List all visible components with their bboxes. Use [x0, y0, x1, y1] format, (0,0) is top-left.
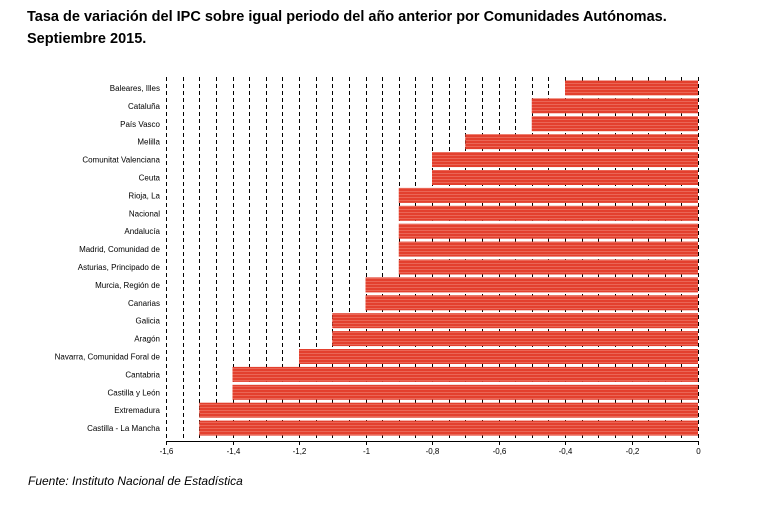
category-label: Nacional: [129, 209, 160, 218]
bar: [332, 331, 698, 347]
x-tick-label: -1: [363, 447, 371, 456]
bar: [432, 170, 698, 185]
bar: [398, 187, 698, 203]
source-note: Fuente: Instituto Nacional de Estadístic…: [28, 474, 243, 488]
category-label: Melilla: [137, 138, 160, 147]
category-label: Rioja, La: [128, 191, 160, 200]
bar: [232, 366, 698, 382]
bar: [299, 349, 698, 364]
category-label: Asturias, Principado de: [78, 263, 161, 272]
x-tick-label: -0,2: [626, 447, 640, 456]
category-label: Madrid, Comunidad de: [79, 245, 160, 254]
bar: [365, 295, 698, 311]
chart-title-line-2: Septiembre 2015.: [27, 31, 147, 47]
category-label: Cantabria: [125, 370, 160, 379]
x-tick-label: 0: [696, 447, 701, 456]
bar: [432, 152, 698, 168]
category-label: Extremadura: [114, 406, 160, 415]
category-label: Comunitat Valenciana: [82, 156, 160, 165]
bar: [565, 80, 698, 96]
bar: [531, 116, 698, 132]
bar: [398, 259, 698, 275]
x-tick-label: -1,6: [160, 447, 174, 456]
bar: [398, 241, 698, 257]
chart-title-line-1: Tasa de variación del IPC sobre igual pe…: [27, 9, 667, 25]
bar: [199, 402, 698, 418]
bar: [232, 384, 698, 400]
category-label: Canarias: [128, 299, 160, 308]
category-label: Baleares, Illes: [110, 84, 160, 93]
category-label: Galicia: [136, 317, 161, 326]
category-label: Cataluña: [128, 102, 161, 111]
category-label: Andalucía: [124, 227, 160, 236]
bar: [398, 223, 698, 239]
x-tick-label: -1,2: [293, 447, 307, 456]
bar: [531, 98, 698, 114]
bar: [332, 313, 698, 329]
category-label: País Vasco: [120, 120, 160, 129]
bar: [199, 420, 698, 436]
x-tick-label: -1,4: [227, 447, 241, 456]
bar: [398, 205, 698, 221]
x-tick-label: -0,8: [426, 447, 440, 456]
category-label: Castilla - La Mancha: [87, 424, 160, 433]
bar: [365, 277, 698, 293]
chart-title: Tasa de variación del IPC sobre igual pe…: [27, 6, 747, 50]
x-tick-label: -0,6: [493, 447, 507, 456]
category-label: Castilla y León: [108, 388, 160, 397]
category-label: Aragón: [134, 335, 160, 344]
category-label: Murcia, Región de: [95, 281, 160, 290]
category-label: Ceuta: [139, 174, 161, 183]
x-tick-label: -0,4: [559, 447, 573, 456]
category-label: Navarra, Comunidad Foral de: [55, 353, 161, 362]
bar: [465, 134, 698, 150]
